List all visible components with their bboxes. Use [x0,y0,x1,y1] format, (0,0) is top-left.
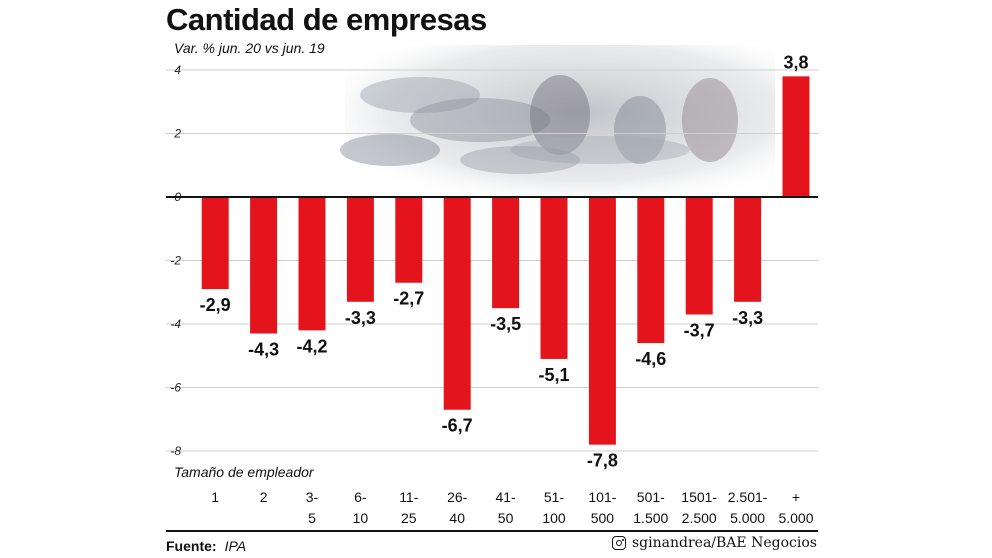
y-tick-label: 2 [173,127,181,141]
credit: sginandrea/BAE Negocios [612,535,817,551]
photo-blob [510,136,690,164]
bar [298,197,326,331]
source-value: IPA [224,538,247,554]
x-tick-label: 501-1.500 [633,489,668,526]
y-tick-label: -8 [170,444,181,458]
value-label: -7,8 [587,451,618,471]
value-label: -3,7 [684,320,715,340]
value-label: -5,1 [538,365,569,385]
y-axis: 420-2-4-6-8 [170,63,181,458]
chart-subtitle: Var. % jun. 20 vs jun. 19 [174,40,325,56]
photo-blob [614,96,666,164]
bar [685,197,713,315]
y-tick-label: -2 [170,254,181,268]
x-tick-label: 51-100 [542,489,566,526]
photo-blob [460,146,580,174]
chart-title: Cantidad de empresas [166,2,487,37]
x-tick-label: 101-500 [588,489,616,526]
x-tick-label: 11-25 [399,489,419,526]
instagram-icon [612,536,626,550]
value-label: -3,5 [490,314,521,334]
value-label: -3,3 [345,308,376,328]
bar [443,197,471,410]
x-tick-label: +5.000 [778,489,813,526]
bar [734,197,762,302]
value-label: -4,6 [635,349,666,369]
value-labels: -2,9 -4,3 -4,2 -3,3 -2,7 -6,7 -3,5 -5,1 -7,8 -4,6… [200,52,809,470]
x-tick-label: 3-5 [306,489,319,526]
x-tick-label: 6-10 [353,489,369,526]
source-note: Fuente: IPA [166,538,246,554]
photo-blob [530,75,590,155]
x-axis: 1 2 3-5 6-10 11-25 26-40 41-50 51-100 101-500 501… [211,489,813,526]
bar [492,197,520,309]
bar [782,76,810,197]
bar-chart: 420-2-4-6-8 -2,9-4,3-4,2-3,3-2,7-6,7-3,5… [166,45,818,526]
background-photo [340,45,775,195]
value-label: -6,7 [442,416,473,436]
credit-text: sginandrea/BAE Negocios [632,535,817,551]
bar [395,197,423,283]
footer-divider [166,530,818,532]
y-tick-label: 4 [174,63,181,77]
photo-blob [410,98,550,142]
x-tick-label: 2.501-5.000 [728,489,768,526]
y-tick-label: -6 [170,381,181,395]
source-label: Fuente: [166,538,217,554]
x-tick-label: 1501-2.500 [681,489,717,526]
bar [540,197,568,359]
bar [201,197,229,290]
x-tick-label: 2 [260,489,268,505]
photo-blob [682,78,738,162]
bar [588,197,616,445]
bar [637,197,665,344]
photo-blob [340,134,440,166]
value-label: -4,3 [248,340,279,360]
value-label: -2,9 [200,295,231,315]
x-tick-label: 41-50 [495,489,516,526]
bar [250,197,278,334]
y-tick-label: -4 [170,317,181,331]
x-tick-label: 1 [211,489,219,505]
value-label: -3,3 [732,308,763,328]
value-label: 3,8 [783,52,808,72]
x-axis-label: Tamaño de empleador [174,464,315,480]
photo-blob [360,77,480,113]
value-label: -2,7 [393,289,424,309]
value-label: -4,2 [296,336,327,356]
bar [346,197,374,302]
x-tick-label: 26-40 [447,489,468,526]
bars [201,76,810,445]
